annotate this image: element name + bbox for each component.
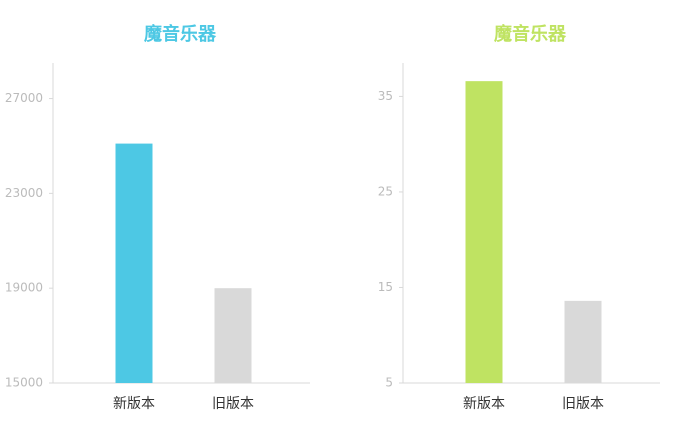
y-tick-label: 19000 [5,281,43,295]
chart-title: 魔音乐器 [144,23,217,45]
bar [564,300,602,383]
y-tick-label: 5 [385,376,393,390]
x-tick-label: 旧版本 [562,396,604,412]
bar [115,143,153,383]
y-tick-label: 15 [378,280,393,294]
y-tick-label: 15000 [5,376,43,390]
bar [214,288,252,383]
y-tick-label: 25 [378,184,393,198]
y-tick-label: 27000 [5,91,43,105]
y-tick-label: 23000 [5,186,43,200]
bar [465,81,503,383]
x-tick-label: 新版本 [113,396,155,412]
y-tick-label: 35 [378,89,393,103]
x-tick-label: 旧版本 [212,396,254,412]
x-tick-label: 新版本 [463,396,505,412]
chart-title: 魔音乐器 [494,23,567,45]
